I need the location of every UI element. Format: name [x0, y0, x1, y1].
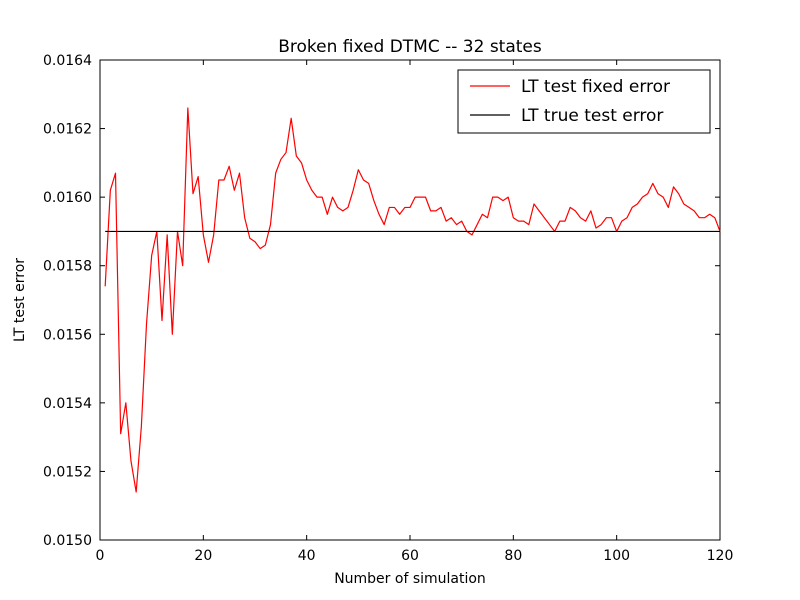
y-tick-label: 0.0156: [43, 327, 92, 343]
x-tick-label: 0: [96, 548, 105, 564]
x-tick-label: 120: [707, 548, 734, 564]
chart-title: Broken fixed DTMC -- 32 states: [278, 37, 542, 57]
y-tick-label: 0.0150: [43, 533, 92, 549]
legend: LT test fixed error LT true test error: [457, 69, 711, 134]
plot-frame: [99, 59, 721, 541]
x-tick-label: 80: [504, 548, 522, 564]
series-layer: [104, 107, 721, 493]
x-tick-label: 20: [194, 548, 212, 564]
x-tick-label: 60: [401, 548, 419, 564]
series-line-fixed-error: [104, 107, 721, 493]
y-tick-label: 0.0158: [43, 259, 92, 275]
y-axis-label: LT test error: [12, 258, 28, 342]
legend-frame: [457, 69, 711, 134]
y-tick-label: 0.0154: [43, 396, 92, 412]
x-tick-label: 100: [603, 548, 630, 564]
y-tick-label: 0.0160: [43, 190, 92, 206]
x-axis-label: Number of simulation: [334, 571, 486, 587]
legend-label-true: LT true test error: [521, 106, 663, 126]
x-tick-label: 40: [298, 548, 316, 564]
y-tick-label: 0.0162: [43, 122, 92, 138]
axis-ticks: 0 20 40 60 80 100 120 0.0150 0.0152 0.0154 0.0156 0…: [43, 53, 733, 564]
plot-area: [99, 59, 721, 541]
legend-label-fixed: LT test fixed error: [521, 77, 670, 97]
y-tick-label: 0.0152: [43, 464, 92, 480]
y-tick-label: 0.0164: [43, 53, 92, 69]
